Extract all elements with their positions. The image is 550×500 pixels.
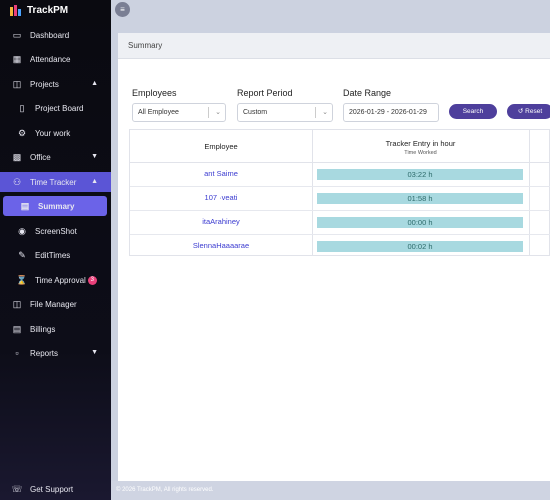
employee-column-header: Employee	[130, 130, 312, 163]
brand-name: TrackPM	[27, 4, 69, 16]
date-range-input[interactable]: 2026-01-29 - 2026-01-29	[343, 103, 439, 122]
table-row[interactable]: SlennaHaaaarae 00:02 h	[130, 235, 550, 259]
employee-header-label: Employee	[204, 142, 238, 151]
sidebar-item-label: ScreenShot	[35, 226, 77, 236]
menu-toggle-icon[interactable]: ≡	[115, 2, 130, 17]
sidebar-item-label: Your work	[35, 128, 71, 138]
users-icon: ⚇	[12, 176, 22, 187]
edit-icon: ✎	[18, 249, 26, 260]
calendar-icon: ▦	[12, 53, 22, 64]
report-period-value: Custom	[243, 109, 268, 116]
tracker-header-sublabel: Time Worked	[404, 150, 437, 156]
gears-icon: ⚙	[17, 127, 27, 138]
sidebar-item-label: Office	[30, 152, 51, 162]
table-row[interactable]: itaArahiney 00:00 h	[130, 211, 550, 235]
date-range-label: Date Range	[343, 88, 392, 98]
sidebar-item-billings[interactable]: ▤ Billings	[0, 319, 111, 339]
folder-open-icon: ◫	[12, 298, 22, 309]
sidebar-item-file-manager[interactable]: ◫ File Manager	[0, 294, 111, 314]
sidebar-item-projects[interactable]: ◫ Projects ▲	[0, 74, 111, 94]
sidebar-item-label: Projects	[30, 79, 59, 89]
table-row[interactable]: 107 ·veati 01:58 h	[130, 187, 550, 211]
bill-icon: ▤	[12, 323, 22, 334]
sidebar-item-edittimes[interactable]: ✎ EditTimes	[0, 245, 111, 265]
time-worked-bar: 00:00 h	[317, 217, 523, 228]
employee-name[interactable]: 107 ·veati	[204, 193, 238, 202]
hourglass-icon: ⌛	[16, 274, 28, 285]
table-row[interactable]: ant Saime 03:22 h	[130, 163, 550, 187]
tracker-header-label: Tracker Entry in hour	[385, 139, 456, 148]
sidebar-item-label: Reports	[30, 348, 59, 358]
time-worked-bar: 03:22 h	[317, 169, 523, 180]
chevron-up-icon: ▲	[91, 80, 98, 87]
notification-badge: 3	[87, 275, 97, 285]
sidebar-item-label: Get Support	[30, 484, 74, 494]
select-separator	[208, 107, 209, 118]
column-divider	[312, 130, 313, 255]
sidebar-item-label: Dashboard	[30, 30, 70, 40]
sidebar-item-label: Project Board	[35, 103, 84, 113]
time-worked-bar: 00:02 h	[317, 241, 523, 252]
summary-table: Employee Tracker Entry in hour Time Work…	[129, 129, 550, 256]
chevron-down-icon: ⌄	[322, 109, 328, 116]
folder-icon: ◫	[12, 78, 22, 89]
column-divider	[529, 130, 530, 255]
sidebar-item-label: Billings	[30, 324, 56, 334]
sidebar-item-label: Time Tracker	[30, 177, 77, 187]
monitor-icon: ▭	[12, 29, 22, 40]
chevron-down-icon: ▼	[91, 349, 98, 356]
chevron-down-icon: ▼	[91, 153, 98, 160]
summary-panel: Summary Employees All Employee ⌄ Report …	[118, 33, 550, 481]
time-worked-bar: 01:58 h	[317, 193, 523, 204]
reset-label: Reset	[525, 108, 543, 115]
camera-icon: ◉	[18, 225, 26, 236]
employees-select-value: All Employee	[138, 109, 179, 116]
sidebar-item-label: Attendance	[30, 54, 71, 64]
sidebar-item-dashboard[interactable]: ▭ Dashboard	[0, 25, 111, 45]
select-separator	[315, 107, 316, 118]
employees-label: Employees	[132, 88, 177, 98]
chevron-up-icon: ▲	[91, 178, 98, 185]
footer: © 2026 TrackPM, All rights reserved.	[111, 481, 550, 500]
page-title: Summary	[118, 33, 550, 59]
sidebar-item-time-approval[interactable]: ⌛ Time Approval 3	[0, 270, 111, 290]
employees-select[interactable]: All Employee ⌄	[132, 103, 226, 122]
sidebar-item-reports[interactable]: ▫ Reports ▼	[0, 343, 111, 363]
tracker-column-header: Tracker Entry in hour Time Worked	[312, 130, 529, 163]
reset-icon: ↺	[517, 108, 524, 115]
top-bar: ≡	[111, 0, 550, 20]
sidebar-item-label: Summary	[38, 201, 75, 211]
employee-name[interactable]: ant Saime	[204, 169, 238, 178]
sidebar-item-time-tracker[interactable]: ⚇ Time Tracker ▲	[0, 172, 111, 192]
board-icon: ▯	[19, 102, 25, 113]
sidebar-item-your-work[interactable]: ⚙ Your work	[0, 123, 111, 143]
sidebar-item-attendance[interactable]: ▦ Attendance	[0, 49, 111, 69]
trackpm-logo-icon	[10, 4, 21, 16]
sidebar-item-label: File Manager	[30, 299, 77, 309]
building-icon: ▩	[12, 151, 22, 162]
sidebar-item-office[interactable]: ▩ Office ▼	[0, 147, 111, 167]
brand[interactable]: TrackPM	[0, 0, 111, 20]
sidebar: TrackPM ▭ Dashboard ▦ Attendance ◫ Proje…	[0, 0, 111, 500]
search-button[interactable]: Search	[449, 104, 497, 119]
chart-icon: ▤	[20, 200, 30, 211]
employee-name[interactable]: SlennaHaaaarae	[192, 241, 250, 250]
support-icon: ☏	[11, 483, 23, 494]
sidebar-item-summary[interactable]: ▤ Summary	[3, 196, 107, 216]
report-icon: ▫	[15, 348, 19, 358]
employee-name[interactable]: itaArahiney	[202, 217, 240, 226]
sidebar-item-project-board[interactable]: ▯ Project Board	[0, 98, 111, 118]
report-period-select[interactable]: Custom ⌄	[237, 103, 333, 122]
chevron-down-icon: ⌄	[215, 109, 221, 116]
sidebar-item-label: Time Approval	[35, 275, 86, 285]
sidebar-item-screenshot[interactable]: ◉ ScreenShot	[0, 221, 111, 241]
get-support-link[interactable]: ☏ Get Support	[0, 479, 111, 499]
sidebar-item-label: EditTimes	[35, 250, 71, 260]
report-period-label: Report Period	[237, 88, 293, 98]
reset-button[interactable]: ↺ Reset	[507, 104, 550, 119]
extra-column-header	[529, 130, 550, 163]
